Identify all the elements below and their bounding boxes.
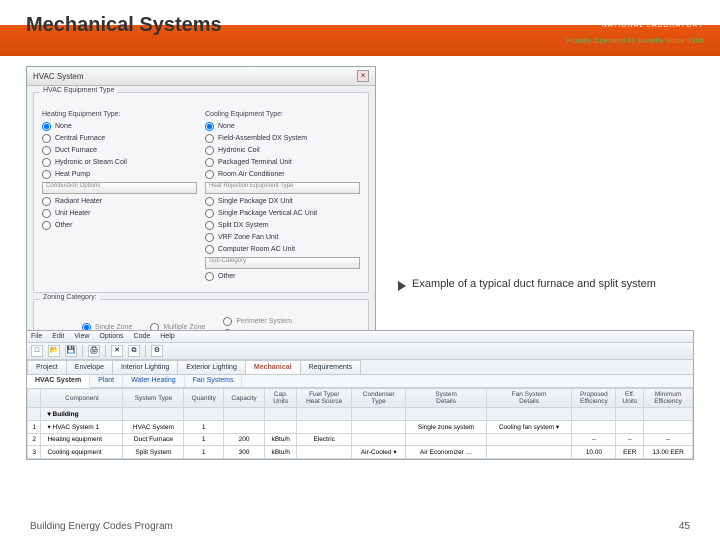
cooling-opt-10[interactable]: Other — [205, 272, 360, 281]
table-row[interactable]: ▾ Building — [28, 408, 693, 421]
heating-opt-6[interactable]: Unit Heater — [42, 209, 197, 218]
close-icon[interactable]: × — [357, 70, 369, 82]
cooling-opt-0[interactable]: None — [205, 122, 360, 131]
tab-interior-lighting[interactable]: Interior Lighting — [112, 360, 178, 374]
dialog-title: HVAC System — [33, 72, 84, 81]
tab-project[interactable]: Project — [27, 360, 67, 374]
cooling-opt-4[interactable]: Room Air Conditioner — [205, 170, 360, 179]
cooling-opt-9[interactable]: Computer Room AC Unit — [205, 245, 360, 254]
col-header: Eff.Units — [616, 389, 644, 408]
zoning-label: Zoning Category: — [40, 294, 100, 301]
col-header: MinimumEfficiency — [644, 389, 693, 408]
prefs-icon[interactable]: ⚙ — [151, 345, 163, 357]
col-header — [28, 389, 41, 408]
callout: Example of a typical duct furnace and sp… — [398, 278, 688, 291]
heating-combustion-select[interactable]: Combustion Options — [42, 182, 197, 194]
cooling-column: Cooling Equipment Type: None Field-Assem… — [205, 111, 360, 284]
heating-opt-4[interactable]: Heat Pump — [42, 170, 197, 179]
page-title: Mechanical Systems — [26, 14, 222, 37]
cooling-opt-5[interactable]: Single Package DX Unit — [205, 197, 360, 206]
menu-code[interactable]: Code — [134, 333, 151, 340]
menu-edit[interactable]: Edit — [52, 333, 64, 340]
group-label: HVAC Equipment Type — [40, 87, 117, 94]
heating-opt-5[interactable]: Radiant Heater — [42, 197, 197, 206]
footer-program: Building Energy Codes Program — [30, 521, 173, 532]
table-row[interactable]: 3 Cooling equipmentSplit System1300kBtu/… — [28, 446, 693, 459]
tab-envelope[interactable]: Envelope — [66, 360, 113, 374]
col-header: Fuel Type/Heat Source — [297, 389, 352, 408]
cooling-opt-6[interactable]: Single Package Vertical AC Unit — [205, 209, 360, 218]
page-number: 45 — [679, 521, 690, 532]
tab-mechanical[interactable]: Mechanical — [245, 360, 301, 374]
cooling-opt-7[interactable]: Split DX System — [205, 221, 360, 230]
col-header: Cap.Units — [265, 389, 297, 408]
app-window: File Edit View Options Code Help □ 📂 💾 🖨 ✕ ⧉ … — [26, 330, 694, 460]
cooling-heatreject-select[interactable]: Heat Rejection Equipment Type — [205, 182, 360, 194]
subtab-plant[interactable]: Plant — [90, 375, 123, 387]
col-header: SystemDetails — [406, 389, 486, 408]
save-icon[interactable]: 💾 — [65, 345, 77, 357]
col-header: System Type — [123, 389, 184, 408]
callout-text: Example of a typical duct furnace and sp… — [412, 278, 656, 290]
tab-requirements[interactable]: Requirements — [300, 360, 362, 374]
heating-label: Heating Equipment Type: — [42, 111, 197, 118]
col-header: Capacity — [224, 389, 265, 408]
tab-exterior-lighting[interactable]: Exterior Lighting — [177, 360, 246, 374]
col-header: CondenserType — [352, 389, 406, 408]
heating-opt-7[interactable]: Other — [42, 221, 197, 230]
cooling-label: Cooling Equipment Type: — [205, 111, 360, 118]
delete-icon[interactable]: ✕ — [111, 345, 123, 357]
cooling-opt-8[interactable]: VRF Zone Fan Unit — [205, 233, 360, 242]
cooling-opt-1[interactable]: Field-Assembled DX System — [205, 134, 360, 143]
print-icon[interactable]: 🖨 — [88, 345, 100, 357]
col-header: Component — [41, 389, 123, 408]
col-header: Quantity — [184, 389, 224, 408]
tagline: Proudly Operated by Battelle Since 1965 — [566, 38, 704, 45]
heating-opt-2[interactable]: Duct Furnace — [42, 146, 197, 155]
new-icon[interactable]: □ — [31, 345, 43, 357]
heating-opt-3[interactable]: Hydronic or Steam Coil — [42, 158, 197, 167]
cooling-opt-3[interactable]: Packaged Terminal Unit — [205, 158, 360, 167]
toolbar: □ 📂 💾 🖨 ✕ ⧉ ⚙ — [27, 343, 693, 360]
menu-file[interactable]: File — [31, 333, 42, 340]
hvac-grid: ComponentSystem TypeQuantityCapacityCap.… — [27, 388, 693, 459]
open-icon[interactable]: 📂 — [48, 345, 60, 357]
table-row[interactable]: 2 Heating equipmentDuct Furnace1200kBtu/… — [28, 434, 693, 446]
col-header: ProposedEfficiency — [572, 389, 616, 408]
subtab-fan-systems[interactable]: Fan Systems — [185, 375, 243, 387]
subtab-water-heating[interactable]: Water Heating — [123, 375, 184, 387]
heating-column: Heating Equipment Type: None Central Fur… — [42, 111, 197, 284]
cooling-subcat-select[interactable]: Sub-Category — [205, 257, 360, 269]
heating-opt-1[interactable]: Central Furnace — [42, 134, 197, 143]
menu-view[interactable]: View — [74, 333, 89, 340]
heating-opt-0[interactable]: None — [42, 122, 197, 131]
zoning-opt-2[interactable]: Perimeter System — [223, 317, 292, 326]
table-row[interactable]: 1▾ HVAC System 1HVAC System1Single zone … — [28, 421, 693, 434]
menu-help[interactable]: Help — [160, 333, 174, 340]
col-header: Fan SystemDetails — [486, 389, 571, 408]
brand-logo: Pacific Northwest NATIONAL LABORATORY — [602, 6, 704, 30]
triangle-bullet-icon — [398, 281, 406, 291]
copy-icon[interactable]: ⧉ — [128, 345, 140, 357]
subtab-hvac-system[interactable]: HVAC System — [27, 375, 90, 388]
cooling-opt-2[interactable]: Hydronic Coil — [205, 146, 360, 155]
menu-options[interactable]: Options — [99, 333, 123, 340]
